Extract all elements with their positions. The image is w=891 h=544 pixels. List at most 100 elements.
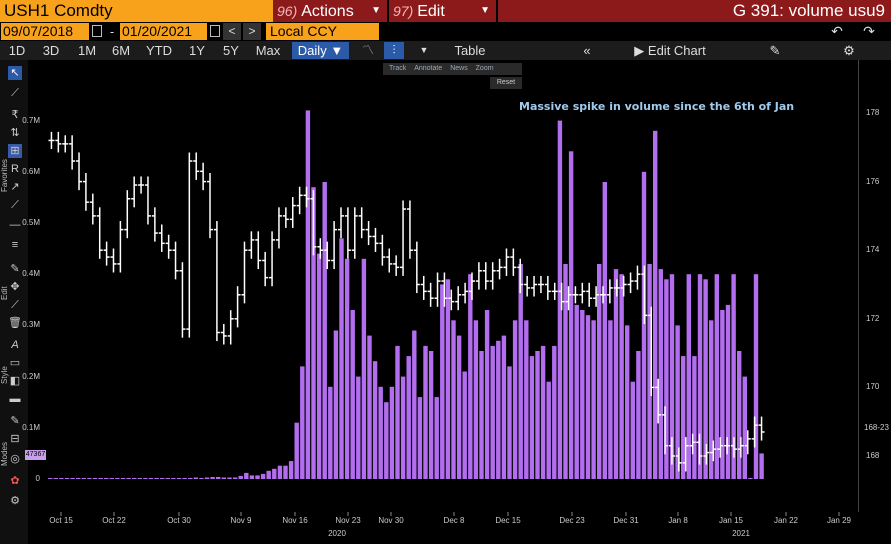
range-max[interactable]: Max — [255, 43, 281, 58]
calendar-icon[interactable] — [92, 25, 102, 37]
volume-bar — [210, 477, 215, 479]
undo-icon[interactable]: ↶ — [831, 23, 843, 39]
gear-icon[interactable]: ⚙ — [843, 43, 855, 58]
news-tool[interactable]: News — [450, 65, 468, 72]
range-1m[interactable]: 1M — [77, 43, 97, 58]
text-tool-icon[interactable]: A — [11, 339, 19, 351]
x-axis-tick: Nov 23 — [335, 516, 361, 525]
palette-icon[interactable]: ✿ — [10, 475, 20, 487]
left-axis-tick: 0.5M — [22, 218, 40, 227]
x-axis-tick: Dec 15 — [495, 516, 521, 525]
edit-menu[interactable]: 97) Edit ▼ — [389, 0, 496, 22]
volume-bar — [412, 330, 417, 479]
move-icon[interactable]: ✥ — [10, 281, 20, 293]
tool-icon[interactable]: ⟋ — [11, 199, 19, 211]
tool-icon[interactable]: ▬ — [9, 393, 21, 405]
volume-bar — [720, 310, 725, 479]
left-axis-tick: 0.7M — [22, 115, 40, 125]
volume-bar — [98, 478, 103, 479]
tool-icon[interactable]: ⊟ — [10, 433, 20, 445]
reset-button[interactable]: Reset — [490, 77, 522, 89]
tool-icon[interactable]: R — [11, 163, 19, 175]
zoom-tool[interactable]: Zoom — [475, 65, 494, 72]
volume-bar — [535, 351, 540, 479]
volume-bar — [630, 381, 635, 479]
start-date-field[interactable]: 09/07/2018 — [1, 23, 89, 40]
last-price-badge: 168-23 — [864, 423, 889, 432]
right-axis-tick: 170 — [866, 382, 880, 392]
calendar-icon[interactable] — [210, 25, 220, 37]
frequency-label: Daily — [297, 43, 327, 58]
tool-icon[interactable]: ⟋ — [11, 299, 19, 311]
volume-bar — [524, 320, 529, 479]
next-period-button[interactable]: > — [243, 23, 261, 40]
actions-menu[interactable]: 96) Actions ▼ — [273, 0, 387, 22]
trash-icon[interactable]: 🗑 — [8, 317, 22, 329]
tool-icon[interactable]: ↗ — [10, 181, 20, 193]
volume-bar — [753, 274, 759, 479]
volume-bar — [176, 478, 182, 479]
actions-menu-label: Actions — [301, 3, 354, 20]
tool-icon[interactable]: ▭ — [9, 357, 21, 369]
end-date-field[interactable]: 01/20/2021 — [120, 23, 207, 40]
ticker-field[interactable]: USH1 Comdty — [0, 0, 273, 22]
x-axis-year-label: 2020 — [328, 529, 346, 538]
right-axis-tick: 168 — [866, 451, 880, 460]
currency-select[interactable]: Local CCY — [266, 23, 379, 40]
chart-annotation[interactable]: Massive spike in volume since the 6th of… — [519, 100, 795, 113]
volume-bar — [468, 274, 473, 479]
volume-bar — [692, 356, 697, 479]
previous-period-button[interactable]: < — [223, 23, 241, 40]
volume-bar — [244, 472, 249, 479]
cursor-icon[interactable]: ↖ — [8, 66, 22, 80]
collapse-icon[interactable]: « — [583, 43, 591, 58]
pencil-icon[interactable]: ✎ — [10, 263, 20, 275]
tool-icon[interactable]: ✎ — [10, 415, 20, 427]
left-axis-tick: 0.4M — [22, 269, 40, 279]
volume-bar — [406, 356, 411, 479]
tool-icon[interactable]: ⊞ — [8, 144, 22, 158]
volume-bar — [395, 345, 400, 479]
redo-icon[interactable]: ↷ — [863, 23, 875, 39]
volume-bar — [64, 478, 70, 479]
actions-menu-number: 96) — [277, 3, 298, 19]
left-axis-tick: 0 — [35, 474, 40, 483]
line-tool-icon[interactable]: ⟋ — [11, 87, 19, 99]
volume-bar — [238, 475, 243, 479]
volume-bar — [597, 264, 602, 479]
volume-bar — [339, 238, 344, 479]
annotate-tool[interactable]: Annotate — [414, 65, 443, 72]
gear-icon[interactable]: ⚙ — [10, 495, 20, 507]
chart-mini-toolbar: Track Annotate News Zoom — [383, 63, 522, 75]
frequency-select[interactable]: Daily ▼ — [292, 42, 349, 59]
table-button[interactable]: Table — [454, 43, 486, 58]
track-tool[interactable]: Track — [389, 65, 407, 72]
chart-type-dropdown-icon[interactable]: ▼ — [419, 45, 429, 55]
range-6m[interactable]: 6M — [111, 43, 131, 58]
range-5y[interactable]: 5Y — [223, 43, 239, 58]
volume-bar — [574, 304, 579, 479]
tool-icon[interactable]: ≡ — [11, 239, 19, 251]
edit-chart-button[interactable]: ▶ Edit Chart — [625, 41, 715, 60]
date-bar — [0, 22, 891, 41]
range-ytd[interactable]: YTD — [146, 43, 172, 58]
annotate-icon[interactable]: ✎ — [769, 43, 781, 58]
tool-icon[interactable]: — — [9, 219, 21, 231]
range-1d[interactable]: 1D — [8, 43, 26, 58]
line-chart-icon[interactable]: 〽 — [361, 43, 374, 57]
tool-icon[interactable]: ₹ — [11, 109, 19, 121]
tool-icon[interactable]: ◎ — [10, 453, 20, 465]
volume-bar — [473, 320, 479, 479]
volume-bar — [647, 264, 652, 479]
chevron-down-icon: ▼ — [480, 5, 490, 16]
tool-icon[interactable]: ⇅ — [10, 127, 20, 139]
range-3d[interactable]: 3D — [42, 43, 60, 58]
right-axis-tick: 172 — [866, 313, 880, 323]
volume-bar — [283, 465, 288, 479]
tool-icon[interactable]: ◧ — [9, 375, 21, 387]
volume-bar — [344, 258, 350, 479]
bar-chart-icon[interactable]: ⫶ — [384, 42, 404, 59]
range-1y[interactable]: 1Y — [189, 43, 205, 58]
volume-bar — [451, 320, 456, 479]
volume-bar — [182, 478, 187, 479]
